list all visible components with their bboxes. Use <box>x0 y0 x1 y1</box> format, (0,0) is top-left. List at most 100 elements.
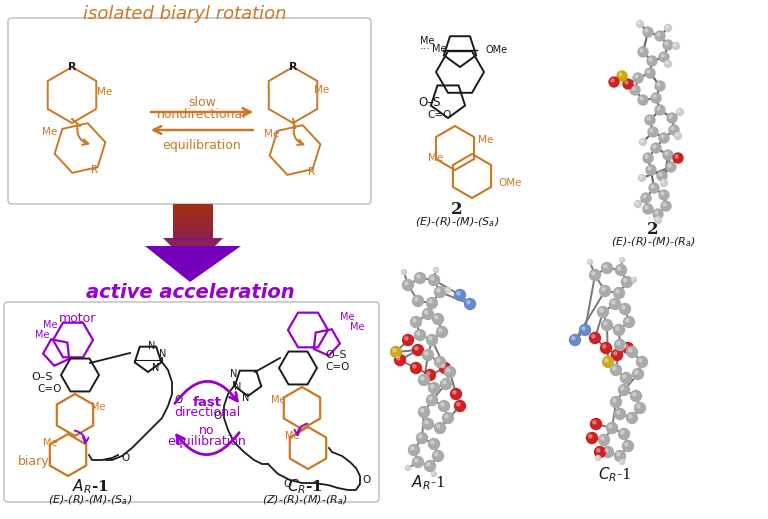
Circle shape <box>624 279 627 282</box>
Text: motor: motor <box>59 311 97 324</box>
Circle shape <box>634 371 638 374</box>
Circle shape <box>651 93 661 103</box>
Circle shape <box>415 272 425 283</box>
Circle shape <box>415 459 418 462</box>
Polygon shape <box>173 234 213 237</box>
Circle shape <box>445 288 451 293</box>
Circle shape <box>623 441 634 452</box>
Circle shape <box>601 436 604 440</box>
Circle shape <box>570 335 581 346</box>
Text: Me: Me <box>285 431 300 441</box>
Circle shape <box>633 279 634 280</box>
Polygon shape <box>173 237 213 240</box>
Circle shape <box>441 378 452 389</box>
Circle shape <box>617 267 621 270</box>
Circle shape <box>447 368 450 372</box>
Circle shape <box>581 326 585 330</box>
Circle shape <box>417 275 420 278</box>
Circle shape <box>617 342 620 345</box>
Circle shape <box>597 457 598 458</box>
Circle shape <box>425 460 435 471</box>
Circle shape <box>441 403 444 406</box>
Circle shape <box>591 335 595 338</box>
Circle shape <box>604 322 607 325</box>
Circle shape <box>425 352 428 355</box>
Polygon shape <box>173 204 213 248</box>
Circle shape <box>429 275 439 285</box>
Text: N: N <box>152 363 160 373</box>
Text: $A_R$-1: $A_R$-1 <box>411 474 445 493</box>
Circle shape <box>587 432 598 444</box>
Circle shape <box>433 267 439 272</box>
Circle shape <box>645 115 655 125</box>
Circle shape <box>431 441 434 444</box>
Circle shape <box>611 349 623 361</box>
Circle shape <box>632 87 635 90</box>
Text: Me: Me <box>43 438 58 448</box>
Text: equilibration: equilibration <box>167 434 247 447</box>
Text: N: N <box>234 382 242 392</box>
Circle shape <box>631 278 637 282</box>
Circle shape <box>445 366 455 377</box>
Circle shape <box>402 335 413 346</box>
Circle shape <box>452 391 456 394</box>
Circle shape <box>406 466 411 471</box>
Circle shape <box>621 277 633 288</box>
Circle shape <box>657 33 660 36</box>
Circle shape <box>660 180 667 186</box>
Circle shape <box>659 133 669 143</box>
Circle shape <box>467 301 470 304</box>
Circle shape <box>415 330 425 340</box>
Text: C=O: C=O <box>427 110 452 120</box>
Circle shape <box>625 81 628 84</box>
Circle shape <box>594 446 605 458</box>
Circle shape <box>619 73 622 76</box>
Circle shape <box>601 288 605 291</box>
Circle shape <box>666 162 676 172</box>
Circle shape <box>665 152 668 155</box>
Circle shape <box>402 270 404 272</box>
Text: Me: Me <box>42 127 58 137</box>
Circle shape <box>610 298 621 309</box>
Circle shape <box>446 289 448 290</box>
Text: Me: Me <box>271 395 285 405</box>
Circle shape <box>435 286 445 297</box>
Circle shape <box>607 422 617 433</box>
Circle shape <box>412 457 423 468</box>
Text: Me: Me <box>35 330 49 340</box>
Circle shape <box>442 381 446 384</box>
Circle shape <box>421 377 424 380</box>
Circle shape <box>603 345 606 348</box>
Text: O–S: O–S <box>325 350 346 360</box>
Circle shape <box>402 280 413 291</box>
Circle shape <box>405 282 408 285</box>
Circle shape <box>620 304 631 315</box>
Circle shape <box>638 47 648 57</box>
Circle shape <box>662 181 664 183</box>
Circle shape <box>425 370 435 380</box>
Text: O–S: O–S <box>418 97 441 110</box>
Circle shape <box>437 425 440 428</box>
Circle shape <box>636 202 638 204</box>
Circle shape <box>657 171 667 181</box>
Circle shape <box>620 459 624 465</box>
Text: O–S: O–S <box>31 372 52 382</box>
Circle shape <box>426 297 438 308</box>
Circle shape <box>638 95 648 105</box>
Circle shape <box>617 411 620 414</box>
Text: (E)-(R)-(M)-(S$_a$): (E)-(R)-(M)-(S$_a$) <box>415 215 499 229</box>
Polygon shape <box>145 246 241 282</box>
Circle shape <box>623 343 634 353</box>
Circle shape <box>590 333 601 344</box>
FancyBboxPatch shape <box>8 18 371 204</box>
Circle shape <box>677 108 684 116</box>
Circle shape <box>639 359 642 362</box>
Circle shape <box>627 413 637 424</box>
Circle shape <box>431 385 434 388</box>
Circle shape <box>647 117 650 120</box>
Circle shape <box>640 176 642 178</box>
Circle shape <box>621 460 622 462</box>
Circle shape <box>655 211 658 214</box>
Text: 2: 2 <box>451 201 463 218</box>
Circle shape <box>661 135 664 138</box>
